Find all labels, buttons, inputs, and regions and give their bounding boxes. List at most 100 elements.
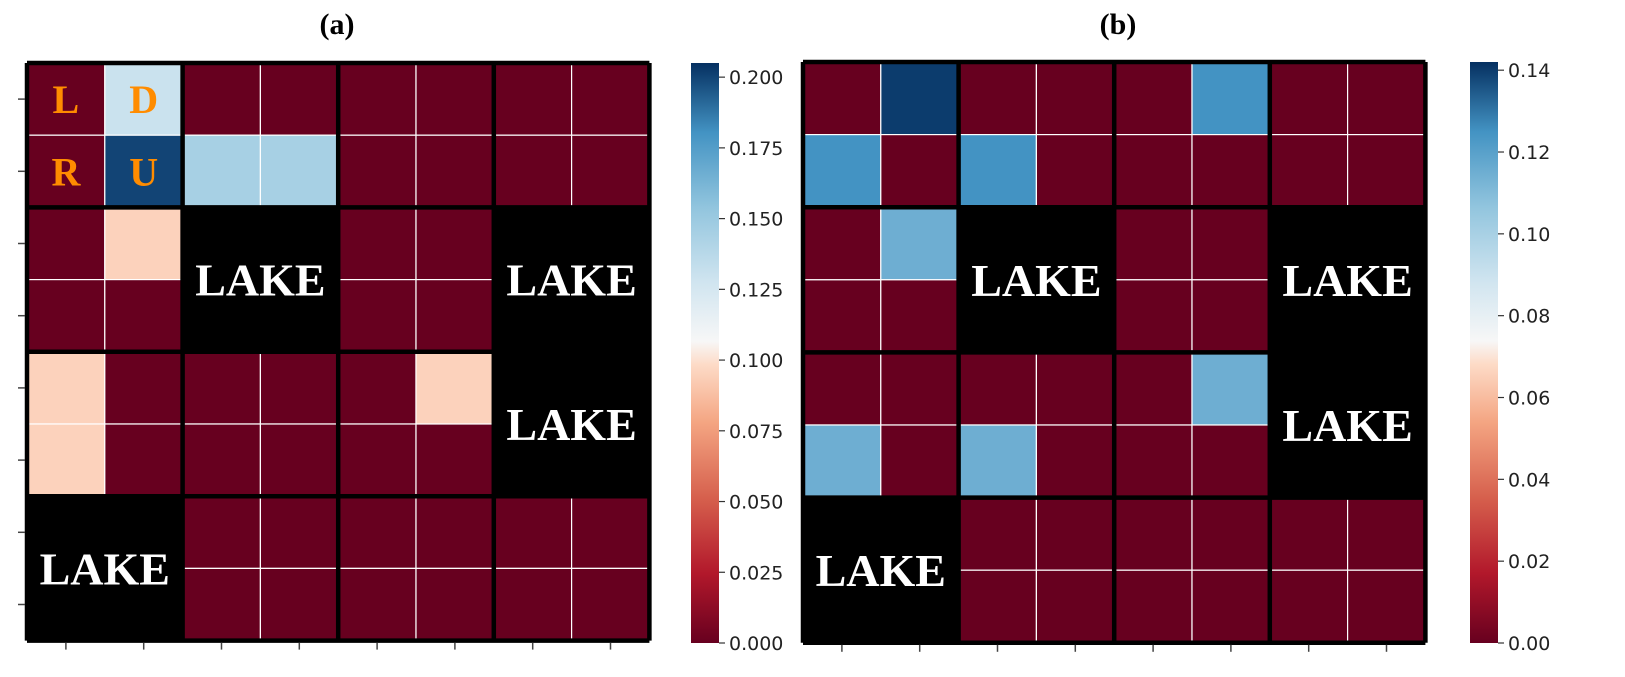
- heatmap-b-cell-r6-c2: [957, 497, 1037, 571]
- heatmap-a-cell-r3-c5: [415, 279, 495, 353]
- heatmap-a-overlay: LAKE LAKE LAKE LAKE L D R U: [24, 60, 652, 643]
- colorbar-tick-label: 0.125: [729, 279, 783, 301]
- colorbar-a-gradient: [691, 63, 719, 643]
- heatmap-b-cell-r4-c4: [1113, 351, 1193, 426]
- heatmap-b-cell-r1-c5: [1191, 134, 1271, 208]
- lake-block: [493, 351, 650, 497]
- lake-label: LAKE: [971, 255, 1101, 306]
- colorbar-tick-label: 0.10: [1508, 224, 1550, 246]
- heatmap-b-cell-r3-c1: [880, 279, 960, 353]
- heatmap-a-cell-r1-c6: [493, 134, 573, 208]
- lake-block: [182, 207, 339, 352]
- heatmap-a-cell-r1-c3: [259, 134, 339, 208]
- heatmap-b-cell-r0-c3: [1035, 61, 1115, 136]
- heatmap-b-cell-r5-c5: [1191, 424, 1271, 499]
- lake-label: LAKE: [506, 255, 636, 306]
- heatmap-b-cell-r3-c0: [802, 279, 882, 353]
- heatmap-a-cell-r4-c1: [104, 351, 184, 425]
- heatmap-b-cell-r0-c6: [1269, 61, 1349, 136]
- heatmap-a-cell-r6-c4: [337, 495, 417, 570]
- heatmap-b-cell-r4-c5: [1191, 351, 1271, 426]
- heatmap-a-axes: [18, 98, 612, 650]
- colorbar-tick-label: 0.04: [1508, 469, 1550, 491]
- lake-label: LAKE: [1282, 255, 1412, 306]
- heatmap-b-cell-r7-c6: [1269, 569, 1349, 644]
- heatmap-a-cell-r5-c0: [26, 423, 106, 497]
- heatmap-b-cell-r7-c3: [1035, 569, 1115, 644]
- action-label-d: D: [129, 77, 158, 122]
- heatmap-b-cell-r1-c7: [1346, 134, 1426, 208]
- heatmap-a-cell-r0-c1: [104, 62, 184, 136]
- lake-block: [1269, 352, 1426, 498]
- heatmap-b-cell-r2-c5: [1191, 206, 1271, 281]
- colorbar-tick-label: 0.025: [729, 562, 783, 584]
- heatmap-a-cell-r7-c6: [493, 567, 573, 642]
- lake-block: [1269, 207, 1426, 353]
- heatmap-a-cell-r0-c0: [26, 62, 106, 136]
- heatmap-b-cell-r1-c2: [957, 134, 1037, 208]
- colorbar-tick-label: 0.100: [729, 350, 783, 372]
- heatmap-a-cell-r6-c3: [259, 495, 339, 570]
- heatmap-a-cell-r0-c4: [337, 62, 417, 136]
- heatmap-a-cell-r5-c2: [182, 423, 262, 497]
- heatmap-a-cell-r1-c2: [182, 134, 262, 208]
- heatmap-a-cell-r1-c1: [104, 134, 184, 208]
- heatmap-b-cell-r4-c0: [802, 351, 882, 426]
- heatmap-b-cell-r6-c7: [1346, 497, 1426, 571]
- heatmap-b-cell-r2-c0: [802, 206, 882, 281]
- heatmap-b-cell-r5-c1: [880, 424, 960, 499]
- heatmap-a-cell-r1-c4: [337, 134, 417, 208]
- heatmap-a-cell-r7-c4: [337, 567, 417, 642]
- lake-block: [493, 207, 650, 352]
- heatmap-a-cell-r6-c2: [182, 495, 262, 570]
- colorbar-tick-label: 0.08: [1508, 306, 1550, 328]
- heatmap-b-cell-r1-c3: [1035, 134, 1115, 208]
- heatmap-a-cell-r0-c5: [415, 62, 495, 136]
- heatmap-a-cell-r1-c5: [415, 134, 495, 208]
- heatmap-b-cell-r7-c7: [1346, 569, 1426, 644]
- heatmap-b-cell-r0-c2: [957, 61, 1037, 136]
- panel-b-title: (b): [1100, 8, 1137, 41]
- heatmap-a-cell-r5-c3: [259, 423, 339, 497]
- heatmap-b-cell-r7-c5: [1191, 569, 1271, 644]
- heatmap-b-cell-r1-c0: [802, 134, 882, 208]
- heatmap-b-cell-r6-c3: [1035, 497, 1115, 571]
- heatmap-a-cell-r0-c6: [493, 62, 573, 136]
- heatmap-a-cell-r3-c1: [104, 279, 184, 353]
- colorbar-tick-label: 0.150: [729, 209, 783, 231]
- heatmap-b-cell-r1-c1: [880, 134, 960, 208]
- heatmap-a-cell-r4-c3: [259, 351, 339, 425]
- heatmap-a-cell-r2-c4: [337, 206, 417, 281]
- heatmap-b-cell-r0-c1: [880, 61, 960, 136]
- heatmap-a-cell-r0-c3: [259, 62, 339, 136]
- heatmap-b-cell-r4-c2: [957, 351, 1037, 426]
- heatmap-a-cell-r6-c6: [493, 495, 573, 570]
- heatmap-a-cell-r1-c7: [570, 134, 650, 208]
- heatmap-panel-a: (a) LAKE LAKE LAKE LAKE L D R U 0.000 0.025 0.050…: [18, 8, 783, 655]
- heatmap-a-cell-r0-c7: [570, 62, 650, 136]
- heatmap-b-cell-r4-c3: [1035, 351, 1115, 426]
- heatmap-b-cell-r0-c5: [1191, 61, 1271, 136]
- heatmap-b-cell-r0-c4: [1113, 61, 1193, 136]
- heatmap-b-cell-r1-c4: [1113, 134, 1193, 208]
- panel-a-title: (a): [320, 8, 355, 41]
- heatmap-b-cell-r5-c0: [802, 424, 882, 499]
- heatmap-b-cell-r4-c1: [880, 351, 960, 426]
- colorbar-tick-label: 0.200: [729, 67, 783, 89]
- lake-block: [803, 497, 959, 643]
- action-label-u: U: [129, 149, 158, 194]
- heatmap-b-overlay: LAKE LAKE LAKE LAKE: [800, 59, 1428, 646]
- lake-label: LAKE: [816, 545, 946, 596]
- heatmap-b-cell-r6-c4: [1113, 497, 1193, 571]
- colorbar-b: 0.00 0.02 0.04 0.06 0.08 0.10 0.12 0.14: [1470, 60, 1550, 655]
- colorbar-b-gradient: [1470, 62, 1498, 643]
- heatmap-b-cell-r7-c2: [957, 569, 1037, 644]
- colorbar-tick-label: 0.12: [1508, 142, 1550, 164]
- heatmap-b-cell-r6-c5: [1191, 497, 1271, 571]
- lake-label: LAKE: [40, 543, 170, 594]
- heatmap-b-cell-r7-c4: [1113, 569, 1193, 644]
- lake-block: [27, 496, 183, 641]
- heatmap-a-cell-r5-c1: [104, 423, 184, 497]
